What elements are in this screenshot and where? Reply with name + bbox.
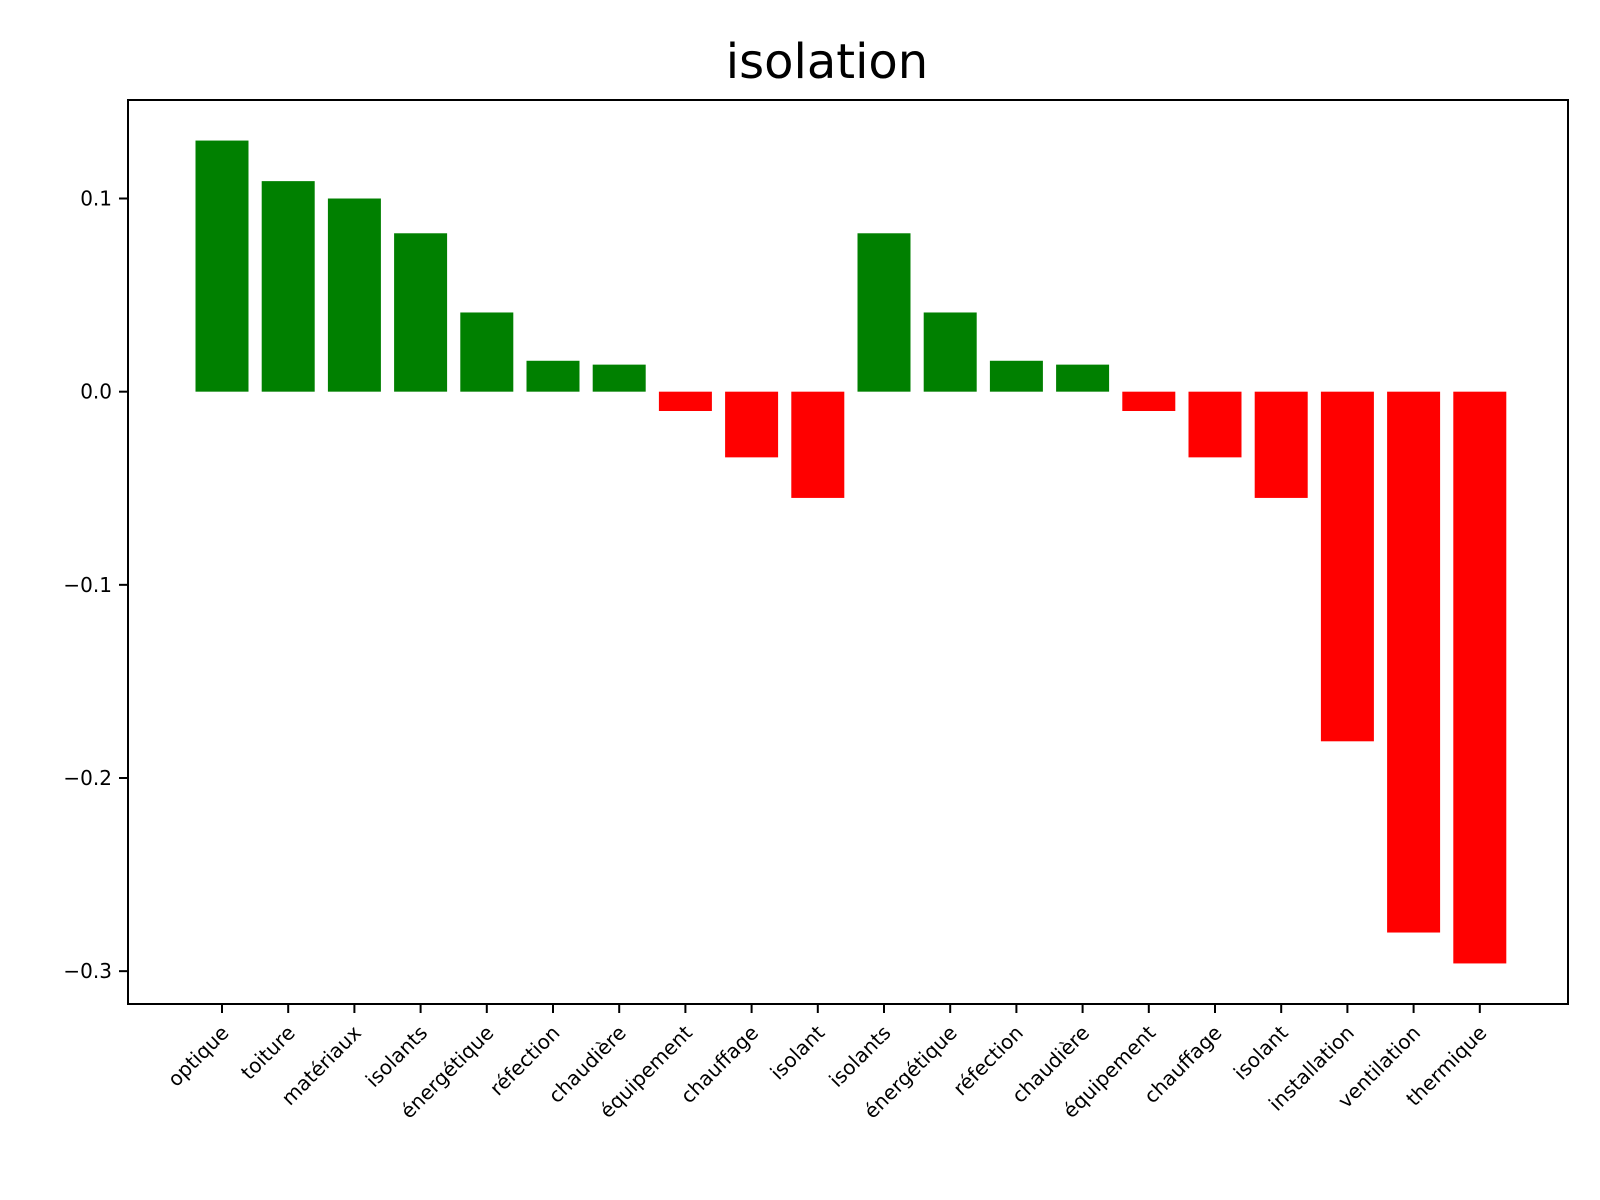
bar-15	[1188, 391, 1242, 458]
y-tick-label: −0.1	[63, 573, 112, 597]
bar-2	[327, 198, 381, 392]
bar-19	[1453, 391, 1507, 964]
bar-10	[857, 233, 911, 392]
plot-frame	[127, 99, 1569, 1005]
bar-13	[1056, 364, 1110, 392]
bar-4	[460, 312, 514, 392]
bar-1	[261, 181, 315, 392]
bar-0	[195, 140, 249, 392]
bar-14	[1122, 391, 1176, 411]
chart-title: isolation	[726, 34, 928, 90]
y-tick-label: −0.3	[63, 959, 112, 983]
bar-16	[1254, 391, 1308, 498]
bar-3	[394, 233, 448, 392]
bars-layer	[195, 140, 1507, 964]
bar-9	[791, 391, 845, 498]
y-tick-label: −0.2	[63, 766, 112, 790]
bar-17	[1320, 391, 1374, 742]
bar-7	[658, 391, 712, 411]
bar-6	[592, 364, 646, 392]
y-axis: 0.1 0.0 −0.1 −0.2 −0.3	[63, 187, 128, 983]
bar-18	[1387, 391, 1441, 933]
bar-8	[725, 391, 779, 458]
bar-5	[526, 360, 580, 392]
y-tick-label: 0.0	[80, 380, 112, 404]
bar-12	[989, 360, 1043, 392]
bar-11	[923, 312, 977, 392]
y-tick-label: 0.1	[80, 187, 112, 211]
